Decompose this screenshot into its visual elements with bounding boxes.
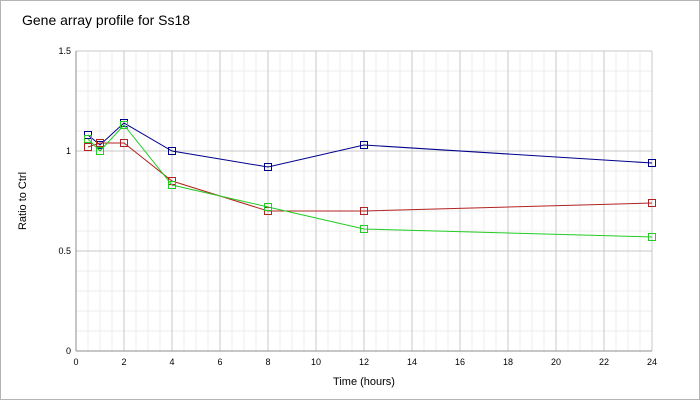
y-tick-label: 1 <box>66 146 71 156</box>
y-tick-label: 0.5 <box>58 246 71 256</box>
x-tick-label: 4 <box>169 357 174 367</box>
x-axis-label: Time (hours) <box>333 376 395 388</box>
x-tick-label: 12 <box>359 357 369 367</box>
data-point <box>96 147 104 155</box>
x-tick-label: 10 <box>311 357 321 367</box>
data-point <box>168 181 176 189</box>
data-point <box>264 203 272 211</box>
series-line <box>87 124 653 238</box>
series-line <box>87 122 653 168</box>
data-point <box>360 141 368 149</box>
data-point <box>648 199 656 207</box>
data-point <box>120 139 128 147</box>
data-point <box>360 207 368 215</box>
data-point <box>648 233 656 241</box>
data-point <box>264 163 272 171</box>
x-tick-labels: 0 2 4 6 8 10 12 14 16 18 20 22 24 <box>73 357 657 367</box>
x-tick-label: 8 <box>265 357 270 367</box>
x-tick-label: 22 <box>599 357 609 367</box>
series-1 <box>84 119 656 171</box>
data-point <box>84 135 92 143</box>
x-tick-label: 14 <box>407 357 417 367</box>
x-tick-label: 0 <box>73 357 78 367</box>
data-point <box>648 159 656 167</box>
data-point <box>96 139 104 147</box>
data-point <box>120 121 128 129</box>
y-tick-label: 0 <box>66 346 71 356</box>
x-tick-label: 2 <box>121 357 126 367</box>
series-layer <box>84 119 656 241</box>
data-point <box>360 225 368 233</box>
x-tick-label: 16 <box>455 357 465 367</box>
chart-title: Gene array profile for Ss18 <box>22 12 190 28</box>
data-point <box>84 143 92 151</box>
axes <box>75 51 652 352</box>
data-point <box>168 147 176 155</box>
y-tick-label: 1.5 <box>58 46 71 56</box>
x-tick-label: 20 <box>551 357 561 367</box>
y-tick-labels: 0 0.5 1 1.5 <box>58 46 71 356</box>
x-tick-label: 6 <box>217 357 222 367</box>
x-tick-label: 18 <box>503 357 513 367</box>
x-tick-label: 24 <box>647 357 657 367</box>
y-axis-label: Ratio to Ctrl <box>17 172 29 230</box>
series-3 <box>84 121 656 241</box>
